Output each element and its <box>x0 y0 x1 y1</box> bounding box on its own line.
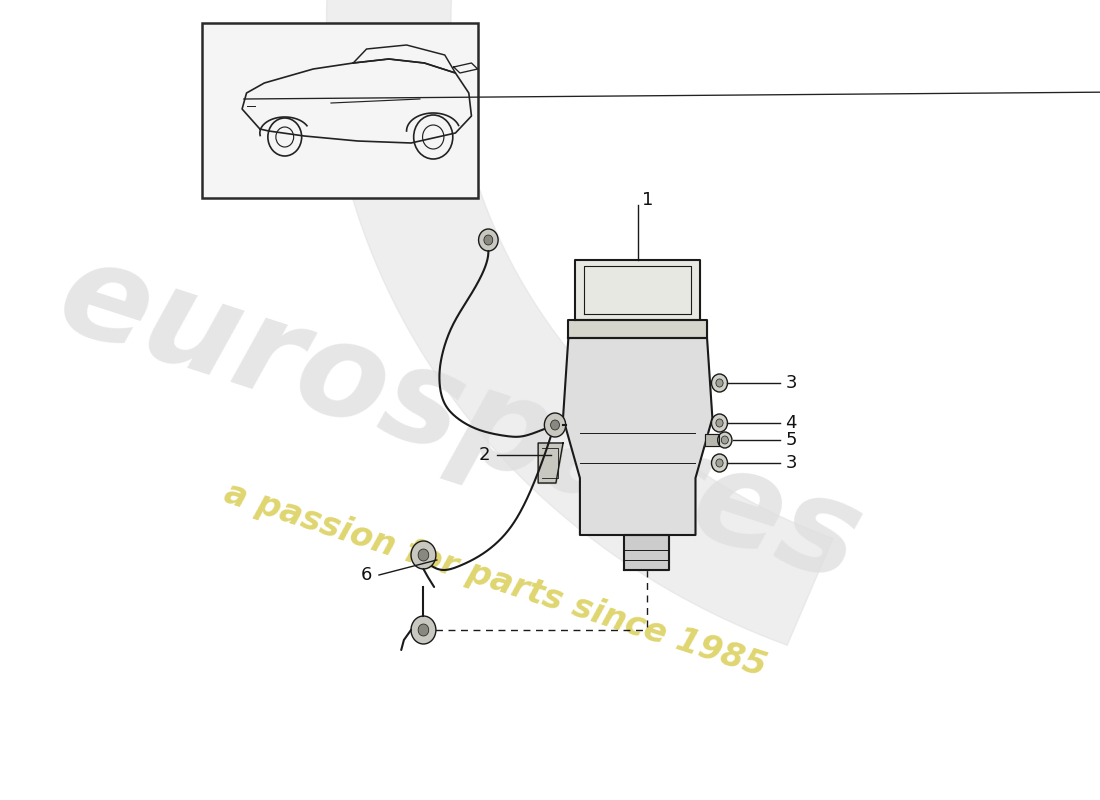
Circle shape <box>712 414 727 432</box>
Bar <box>202 23 477 198</box>
Circle shape <box>478 229 498 251</box>
Circle shape <box>712 454 727 472</box>
Polygon shape <box>538 443 563 483</box>
Polygon shape <box>625 535 669 570</box>
Circle shape <box>551 420 560 430</box>
Circle shape <box>544 413 565 437</box>
Circle shape <box>484 235 493 245</box>
Text: 2: 2 <box>478 446 491 464</box>
Text: 5: 5 <box>785 431 796 449</box>
Polygon shape <box>705 434 719 446</box>
Polygon shape <box>575 260 700 320</box>
Text: 3: 3 <box>785 374 796 392</box>
Circle shape <box>418 549 429 561</box>
Text: 4: 4 <box>785 414 796 432</box>
Circle shape <box>411 541 436 569</box>
Circle shape <box>722 436 728 444</box>
Text: 1: 1 <box>642 191 653 209</box>
Text: a passion for parts since 1985: a passion for parts since 1985 <box>220 477 771 683</box>
Circle shape <box>716 459 723 467</box>
Circle shape <box>712 374 727 392</box>
Circle shape <box>716 379 723 387</box>
Text: eurospares: eurospares <box>43 230 877 610</box>
Polygon shape <box>327 0 833 645</box>
Text: 3: 3 <box>785 454 796 472</box>
Text: 6: 6 <box>361 566 372 584</box>
Circle shape <box>717 432 732 448</box>
Circle shape <box>418 624 429 636</box>
Polygon shape <box>569 320 707 338</box>
Circle shape <box>411 616 436 644</box>
Circle shape <box>716 419 723 427</box>
Polygon shape <box>563 338 713 535</box>
